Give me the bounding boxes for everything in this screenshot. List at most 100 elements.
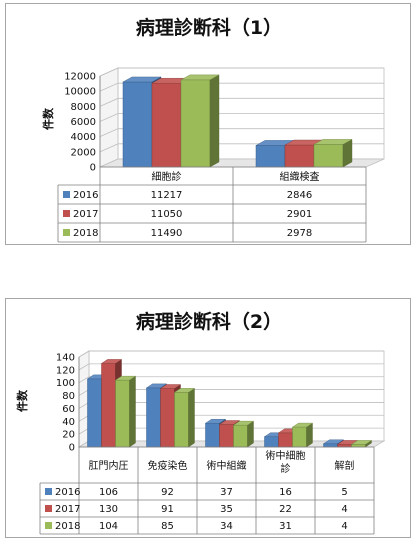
data-cell: 4 [341,521,347,532]
bar-2017-3 [278,432,293,448]
bar-2018-1 [174,392,189,448]
data-cell: 11217 [151,190,183,201]
category-label: 組織検査 [280,170,320,183]
bar-side-2018-2 [247,420,254,448]
bar-top-2018-1 [313,139,353,145]
legend-label-2016: 2016 [73,190,98,201]
chart-title: 病理診断科（2） [136,310,282,333]
y-tick-label: 6000 [71,117,96,128]
bar-top-2018-2 [232,420,255,426]
category-label: 肛門内圧 [89,459,129,472]
gridline [99,67,384,77]
data-cell: 31 [279,521,292,532]
bar-top-2016-0 [122,76,162,83]
y-tick-label: 40 [62,417,75,428]
chart-2: 病理診断科（2） 件数 0 20 40 60 80 100 120 140 肛門内圧 免疫染色 術中組織… [5,298,411,538]
data-cell: 85 [161,521,174,532]
legend-key-2016 [63,191,70,198]
data-cell: 2978 [287,228,312,239]
data-cell: 35 [220,504,233,515]
data-cell: 92 [161,487,174,498]
bar-top-2017-2 [218,420,241,425]
bar-2018-2 [233,424,248,448]
y-tick-label: 140 [56,353,75,364]
legend-key-2017 [63,210,70,217]
data-cell: 34 [220,521,233,532]
gridline [99,128,384,138]
bar-2016-0 [87,378,102,448]
bar-2018-0 [115,379,130,448]
data-cell: 5 [341,487,347,498]
data-cell: 2901 [287,209,312,220]
y-tick-label: 0 [90,163,96,174]
bar-2016-1 [255,145,286,168]
bar-2017-0 [151,82,182,168]
bar-side-2018-1 [188,387,195,448]
bar-side-2018-0 [129,375,136,448]
bar-2016-1 [146,387,161,448]
legend-label-2017: 2017 [55,504,80,515]
gridline [99,97,384,107]
bar-2017-1 [160,388,175,448]
bar-2016-2 [205,422,220,448]
category-label: 細胞診 [152,170,182,183]
chart-title: 病理診断科（1） [136,16,282,39]
bar-top-2018-0 [114,375,137,381]
legend-key-2016 [45,488,52,495]
data-cell: 106 [99,487,118,498]
y-tick-label: 60 [62,404,75,415]
y-tick-label: 10000 [64,87,96,98]
gridline [78,376,384,384]
bar-top-2018-3 [291,422,314,428]
legend-label-2018: 2018 [55,521,80,532]
legend-label-2017: 2017 [73,209,98,220]
data-cell: 104 [99,521,118,532]
data-cell: 2846 [287,190,312,201]
bar-top-2018-1 [173,388,196,393]
category-label: 免疫染色 [148,459,188,472]
data-cell: 11050 [151,209,183,220]
category-label-line2: 診 [281,462,291,475]
data-cell: 16 [279,487,292,498]
bar-2017-2 [219,424,234,448]
data-cell: 22 [279,504,292,515]
bar-side-2018-0 [209,74,220,168]
data-cell: 37 [220,487,233,498]
gridline [99,82,384,92]
y-tick-label: 12000 [64,72,96,83]
y-tick-label: 20 [62,430,75,441]
y-tick-label: 8000 [71,102,96,113]
bar-top-2018-4 [350,440,373,445]
gridline [78,350,384,358]
gridline [99,113,384,122]
y-tick-label: 4000 [71,132,96,143]
bar-2016-3 [264,436,279,448]
category-label: 術中組織 [207,459,247,472]
y-tick-label: 100 [56,378,75,389]
bar-2018-3 [292,426,307,448]
gridline [78,363,384,371]
y-axis-label: 件数 [41,107,55,130]
legend-label-2016: 2016 [55,487,80,498]
category-label: 解剖 [335,459,355,472]
bar-2016-0 [122,81,153,168]
legend-key-2018 [63,229,70,236]
bar-top-2016-1 [145,383,168,389]
data-cell: 91 [161,504,174,515]
bar-2017-0 [101,363,116,448]
legend-label-2018: 2018 [73,228,98,239]
y-tick-label: 0 [69,443,75,454]
data-cell: 4 [341,504,347,515]
data-cell: 130 [99,504,118,515]
category-label-line1: 術中細胞 [266,449,306,462]
bar-2017-1 [284,144,315,168]
y-tick-label: 2000 [71,147,96,158]
bar-top-2017-0 [100,359,123,364]
bar-top-2016-2 [204,419,227,424]
chart-1-svg: 病理診断科（1） 件数 0 2000 4000 6000 8000 10000 12000 細胞診… [41,16,385,243]
y-tick-label: 80 [62,391,75,402]
y-tick-label: 120 [56,365,75,376]
bar-top-2017-1 [159,384,182,389]
bar-top-2018-0 [180,74,220,81]
